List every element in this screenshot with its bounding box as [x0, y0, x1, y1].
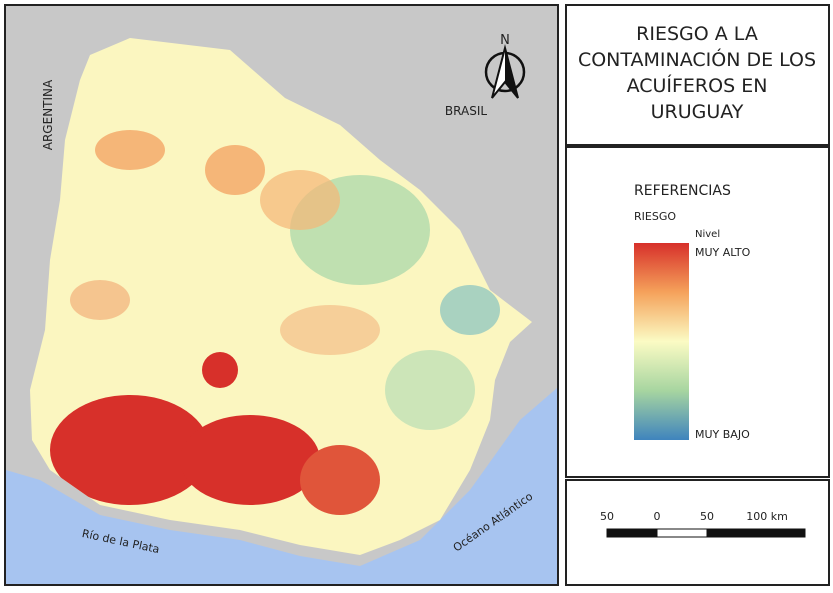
legend-box — [565, 146, 830, 478]
title-box — [565, 4, 830, 146]
map-panel: ARGENTINA BRASIL N Río de la Plata Océan… — [4, 4, 559, 586]
legend-low: MUY BAJO — [695, 428, 750, 441]
title-line: URUGUAY — [651, 101, 744, 123]
scale-label: 100 km — [746, 510, 788, 523]
legend-layer: RIESGO — [634, 210, 676, 223]
water — [6, 388, 557, 584]
title-line: RIESGO A LA — [636, 23, 758, 45]
legend-field: Nivel — [695, 229, 720, 240]
scale-label: 0 — [654, 510, 661, 523]
scale-label: 50 — [700, 510, 714, 523]
title: RIESGO A LA CONTAMINACIÓN DE LOS ACUÍFER… — [578, 23, 816, 123]
risk-raster — [50, 130, 500, 515]
label-brasil: BRASIL — [445, 104, 487, 118]
scale-label: 50 — [600, 510, 614, 523]
title-line: ACUÍFEROS EN — [627, 74, 768, 97]
color-ramp — [634, 243, 689, 440]
scale-labels: 50 0 50 100 km — [600, 510, 788, 523]
legend-heading: REFERENCIAS — [634, 183, 731, 199]
north-arrow-half — [505, 48, 518, 98]
scale-bar — [606, 528, 806, 538]
legend-high: MUY ALTO — [695, 246, 751, 259]
north-letter: N — [500, 33, 510, 48]
title-line: CONTAMINACIÓN DE LOS — [578, 47, 816, 71]
scale-segment — [656, 528, 708, 538]
scale-segment — [606, 528, 658, 538]
label-argentina: ARGENTINA — [41, 79, 55, 150]
scale-segment — [706, 528, 806, 538]
